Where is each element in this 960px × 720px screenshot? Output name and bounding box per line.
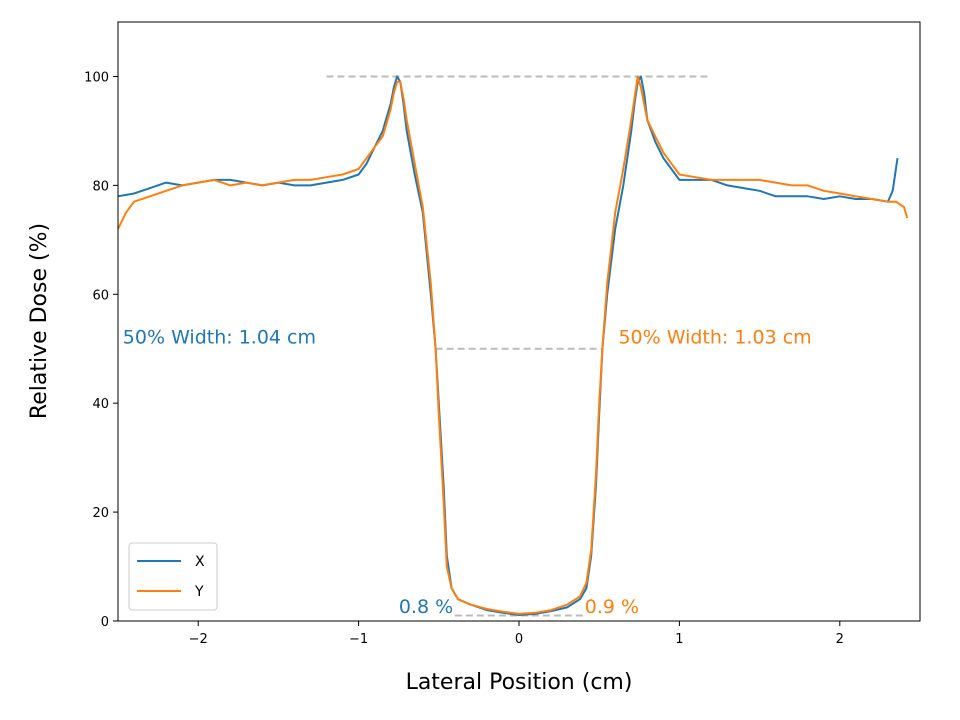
- x-tick-label: −2: [189, 632, 208, 647]
- legend-box: [128, 542, 218, 611]
- annotation-3: 0.9 %: [585, 596, 639, 618]
- x-axis-label: Lateral Position (cm): [406, 670, 633, 695]
- annotation-1: 50% Width: 1.03 cm: [618, 326, 811, 348]
- y-axis-label: Relative Dose (%): [27, 223, 52, 419]
- annotations: 50% Width: 1.04 cm 50% Width: 1.03 cm 0.8 …: [123, 326, 812, 618]
- series-lines: [117, 75, 909, 616]
- x-tick-label: 2: [836, 632, 844, 647]
- x-tick-label: −1: [349, 632, 368, 647]
- legend-label-y: Y: [194, 584, 204, 600]
- y-tick-label: 20: [92, 506, 109, 521]
- y-tick-label: 80: [92, 179, 109, 194]
- annotation-0: 50% Width: 1.04 cm: [123, 326, 316, 348]
- x-tick-label: 0: [515, 632, 523, 647]
- y-tick-label: 0: [101, 615, 109, 630]
- x-tick-label: 1: [675, 632, 683, 647]
- annotation-2: 0.8 %: [399, 596, 453, 618]
- series-line-y: [117, 75, 909, 615]
- y-tick-label: 60: [92, 288, 109, 303]
- y-tick-label: 40: [92, 397, 109, 412]
- x-axis-ticks: −2 −1 0 1 2: [189, 621, 844, 647]
- legend-label-x: X: [195, 554, 205, 570]
- y-tick-label: 100: [84, 70, 109, 85]
- reference-lines: [326, 75, 712, 617]
- legend: X Y: [128, 542, 218, 611]
- y-axis-ticks: 0 20 40 60 80 100: [84, 70, 118, 630]
- series-line-x: [117, 75, 899, 616]
